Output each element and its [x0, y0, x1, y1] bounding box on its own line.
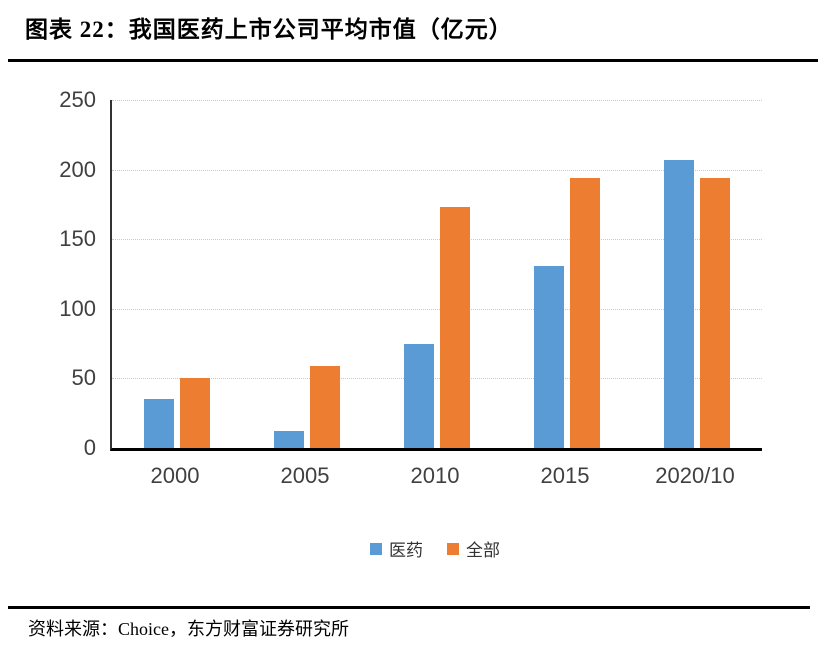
gridline — [112, 100, 762, 101]
x-axis-label: 2000 — [150, 463, 200, 488]
y-axis-tick: 100 — [59, 295, 96, 321]
bar-医药-2020/10 — [664, 159, 694, 448]
legend-label: 医药 — [389, 541, 423, 560]
x-axis-label: 2005 — [280, 463, 330, 488]
x-axis-label: 2020/10 — [655, 463, 735, 488]
bar-全部-2005 — [310, 365, 340, 448]
source-note: 资料来源：Choice，东方财富证券研究所 — [28, 619, 349, 639]
legend-swatch-icon — [370, 542, 382, 555]
gridline — [112, 308, 762, 310]
bar-全部-2020/10 — [700, 177, 730, 448]
source-divider-rule — [8, 606, 810, 609]
gridline — [112, 169, 762, 171]
bar-医药-2005 — [274, 431, 304, 448]
y-axis-tick: 200 — [59, 156, 96, 182]
x-axis-label: 2010 — [410, 463, 460, 488]
plot-area — [110, 100, 762, 451]
bar-医药-2015 — [534, 265, 564, 448]
bar-group — [632, 100, 762, 448]
gridline — [112, 378, 762, 380]
bar-group — [242, 100, 372, 448]
legend-item-医药: 医药 — [370, 536, 423, 561]
bar-医药-2000 — [144, 399, 174, 448]
title-divider-rule — [8, 59, 818, 62]
y-axis-tick-labels: 0 50 100 150 200 250 — [0, 87, 96, 460]
y-axis-tick: 150 — [59, 226, 96, 252]
legend-label: 全部 — [466, 541, 500, 560]
bar-group — [112, 100, 242, 448]
x-axis-category-labels: 2000 2005 2010 2015 2020/10 — [110, 463, 760, 489]
y-axis-tick: 0 — [83, 435, 96, 460]
legend-item-全部: 全部 — [447, 536, 500, 561]
figure-title: 图表 22：我国医药上市公司平均市值（亿元） — [25, 17, 513, 42]
bar-全部-2000 — [180, 378, 210, 448]
bar-group — [372, 100, 502, 448]
gridline — [112, 239, 762, 241]
bar-全部-2015 — [570, 177, 600, 448]
bar-医药-2010 — [404, 343, 434, 448]
bar-group — [502, 100, 632, 448]
y-axis-tick: 50 — [71, 365, 96, 391]
bar-全部-2010 — [440, 207, 470, 448]
x-axis-label: 2015 — [540, 463, 590, 488]
y-axis-tick: 250 — [59, 87, 96, 112]
chart-legend: 医药 全部 — [110, 536, 760, 561]
legend-swatch-icon — [447, 542, 459, 555]
